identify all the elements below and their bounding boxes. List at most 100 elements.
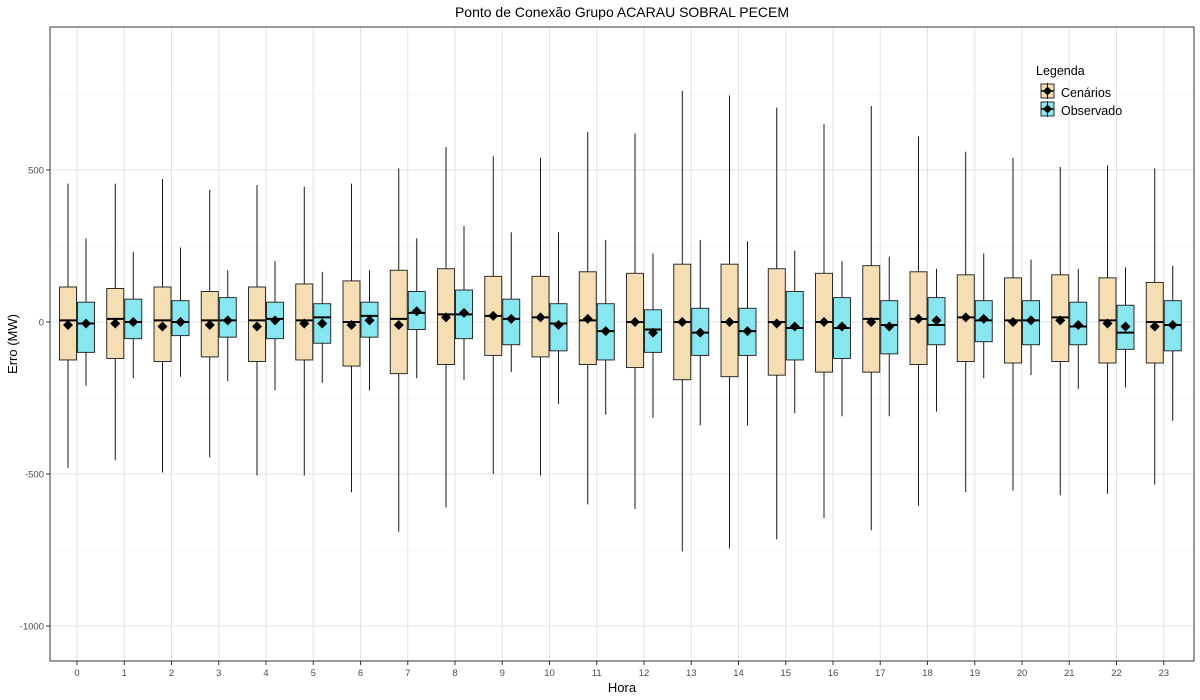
box-observado xyxy=(313,271,332,383)
box-cenarios xyxy=(200,189,219,458)
box-layer xyxy=(59,90,1182,552)
mean-marker xyxy=(695,327,706,338)
box-cenarios xyxy=(1051,166,1070,496)
mean-marker xyxy=(819,316,829,327)
x-tick-label: 15 xyxy=(780,668,791,679)
y-tick-label: -500 xyxy=(25,469,44,480)
legend-key-observado xyxy=(1040,101,1055,117)
box-cenarios xyxy=(1145,168,1164,485)
box-cenarios xyxy=(815,124,833,519)
x-tick-label: 13 xyxy=(686,668,697,679)
mean-marker xyxy=(459,307,469,318)
box-observado xyxy=(927,268,946,412)
box-cenarios xyxy=(1098,165,1117,494)
x-tick-label: 7 xyxy=(405,668,410,679)
box-observado xyxy=(880,256,899,417)
mean-marker xyxy=(931,315,942,326)
x-tick-label: 21 xyxy=(1064,668,1075,679)
chart-title: Ponto de Conexão Grupo ACARAU SOBRAL PEC… xyxy=(455,4,789,20)
mean-marker xyxy=(742,326,753,337)
mean-marker xyxy=(175,316,186,327)
box-cenarios xyxy=(720,95,739,549)
x-axis-label: Hora xyxy=(608,680,637,695)
x-tick-label: 22 xyxy=(1111,668,1122,679)
box-observado xyxy=(455,226,473,380)
box-observado xyxy=(738,241,757,426)
mean-marker xyxy=(299,318,310,329)
x-tick-label: 16 xyxy=(828,668,839,679)
box-observado xyxy=(266,261,284,391)
y-tick-label: -1000 xyxy=(20,622,44,633)
box-cenarios xyxy=(578,131,597,505)
mean-marker xyxy=(978,313,989,324)
mean-marker xyxy=(81,318,91,329)
mean-marker xyxy=(582,313,593,324)
legend-mean-marker xyxy=(1043,86,1052,96)
box-observado xyxy=(77,238,95,386)
mean-marker xyxy=(393,319,404,330)
mean-marker xyxy=(110,318,121,329)
box-cenarios xyxy=(342,183,361,493)
box-observado xyxy=(974,253,993,379)
box-cenarios xyxy=(437,147,455,508)
box-observado xyxy=(1022,259,1040,376)
mean-marker xyxy=(724,316,735,327)
box-cenarios xyxy=(956,151,975,493)
x-tick-label: 6 xyxy=(358,668,363,679)
x-tick-label: 23 xyxy=(1158,668,1169,679)
x-tick-label: 19 xyxy=(969,668,980,679)
mean-marker xyxy=(553,319,564,330)
mean-marker xyxy=(346,319,357,330)
box-observado xyxy=(502,232,521,373)
mean-marker xyxy=(1102,318,1113,329)
mean-marker xyxy=(535,312,546,323)
mean-marker xyxy=(771,318,782,329)
box-observado xyxy=(360,270,379,391)
mean-marker xyxy=(128,316,139,327)
box-observado xyxy=(124,252,143,379)
mean-marker xyxy=(506,313,517,324)
mean-marker xyxy=(364,315,375,326)
box-cenarios xyxy=(484,156,503,474)
x-tick-label: 1 xyxy=(122,668,127,679)
box-observado xyxy=(644,253,662,418)
x-axis: 0 1 2 3 4 5 6 7 8 9 10 11 12 13 14 15 16 17 18 19 20 21 22 23 xyxy=(74,661,1169,679)
mean-marker xyxy=(1120,321,1131,332)
x-tick-label: 2 xyxy=(169,668,174,679)
y-tick-label: 0 xyxy=(39,317,44,328)
x-tick-label: 18 xyxy=(922,668,933,679)
x-tick-label: 0 xyxy=(74,668,79,679)
y-axis: 500 0 -500 -1000 xyxy=(20,165,50,633)
box-observado xyxy=(1163,265,1182,421)
mean-marker xyxy=(837,321,847,332)
box-observado xyxy=(549,232,568,405)
mean-marker xyxy=(317,318,328,329)
legend-mean-marker xyxy=(1043,104,1052,114)
box-cenarios xyxy=(389,168,408,532)
mean-marker xyxy=(630,316,640,327)
legend-label-observado: Observado xyxy=(1061,104,1122,118)
y-tick-label: 500 xyxy=(28,165,44,176)
mean-marker xyxy=(1073,319,1084,330)
mean-marker xyxy=(866,316,877,327)
box-observado xyxy=(785,250,804,414)
mean-marker xyxy=(1008,316,1018,327)
mean-marker xyxy=(252,321,262,332)
box-cenarios xyxy=(106,183,125,461)
box-cenarios xyxy=(626,133,644,509)
x-tick-label: 10 xyxy=(544,668,555,679)
x-tick-label: 8 xyxy=(452,668,457,679)
box-cenarios xyxy=(862,106,881,531)
x-tick-label: 3 xyxy=(216,668,221,679)
mean-marker xyxy=(270,315,280,326)
mean-marker xyxy=(913,313,924,324)
x-tick-label: 14 xyxy=(733,668,744,679)
mean-marker xyxy=(1149,321,1160,332)
mean-marker xyxy=(1026,315,1036,326)
x-tick-label: 20 xyxy=(1017,668,1028,679)
x-tick-label: 4 xyxy=(263,668,268,679)
grid xyxy=(50,27,1194,661)
box-cenarios xyxy=(59,183,77,468)
box-cenarios xyxy=(248,185,266,476)
